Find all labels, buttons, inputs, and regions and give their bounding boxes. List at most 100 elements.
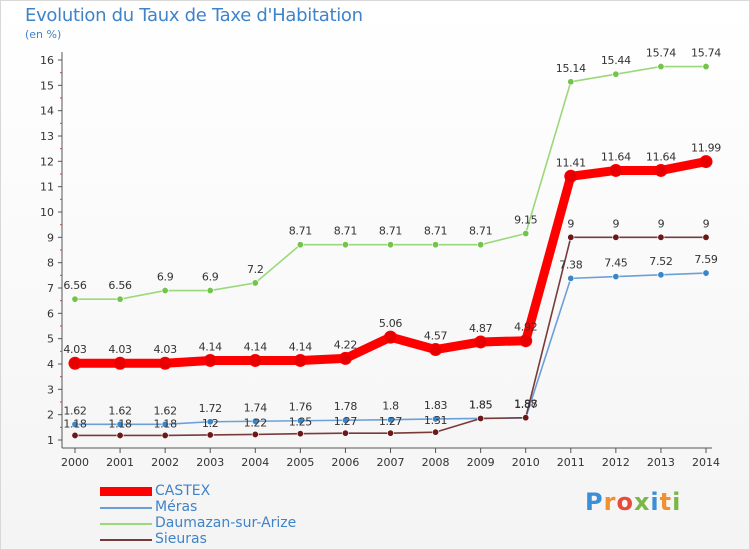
y-tick-label: 3 xyxy=(47,383,54,396)
data-label: 1.85 xyxy=(469,398,493,411)
data-point xyxy=(612,70,620,78)
data-point xyxy=(251,279,259,287)
data-label: 1.88 xyxy=(514,398,538,411)
data-point xyxy=(477,241,485,249)
data-point xyxy=(71,295,79,303)
data-label: 1.27 xyxy=(334,415,358,428)
data-label: 1.2 xyxy=(202,417,219,430)
data-point xyxy=(657,63,665,71)
y-tick-label: 8 xyxy=(47,257,54,270)
y-tick-label: 7 xyxy=(47,282,54,295)
data-point xyxy=(116,295,124,303)
data-label: 1.22 xyxy=(244,416,267,429)
data-point xyxy=(657,271,665,279)
data-label: 6.56 xyxy=(108,279,132,292)
data-point xyxy=(699,155,713,169)
data-label: 1.76 xyxy=(289,401,313,414)
legend-swatch-daumazan xyxy=(100,523,152,525)
x-tick-label: 2014 xyxy=(692,456,720,469)
data-label: 8.71 xyxy=(469,225,492,238)
data-label: 9 xyxy=(613,217,620,230)
data-label: 4.14 xyxy=(199,340,223,353)
data-label: 4.03 xyxy=(153,343,177,356)
data-label: 8.71 xyxy=(289,225,312,238)
data-point xyxy=(702,233,710,241)
data-point xyxy=(474,335,488,349)
x-tick-label: 2009 xyxy=(467,456,495,469)
data-point xyxy=(296,241,304,249)
data-point xyxy=(296,417,304,425)
data-point xyxy=(609,163,623,177)
data-label: 1.27 xyxy=(379,415,403,428)
data-point xyxy=(251,430,259,438)
logo-letter: r xyxy=(603,488,617,516)
data-point xyxy=(206,431,214,439)
data-label: 8.71 xyxy=(379,225,402,238)
data-label: 1.18 xyxy=(153,417,177,430)
data-point xyxy=(386,241,394,249)
data-label: 7.38 xyxy=(559,258,583,271)
data-label: 1.83 xyxy=(424,399,448,412)
data-point xyxy=(384,330,397,344)
data-point xyxy=(71,431,79,439)
y-tick-label: 15 xyxy=(40,79,54,92)
data-label: 9 xyxy=(703,217,710,230)
data-label: 4.03 xyxy=(108,343,132,356)
x-tick-label: 2010 xyxy=(512,456,540,469)
data-label: 11.64 xyxy=(601,150,631,163)
data-label: 15.74 xyxy=(691,47,721,60)
data-label: 1.78 xyxy=(334,400,358,413)
data-point xyxy=(429,343,443,357)
data-label: 6.9 xyxy=(157,271,174,284)
data-point xyxy=(158,356,172,370)
data-point xyxy=(161,287,169,295)
data-label: 11.64 xyxy=(646,150,676,163)
x-tick-label: 2000 xyxy=(61,456,89,469)
proxiti-logo: Proxiti xyxy=(585,488,681,516)
y-tick-label: 12 xyxy=(40,155,54,168)
legend-label: Méras xyxy=(155,499,198,515)
data-point xyxy=(564,169,578,183)
y-tick-label: 11 xyxy=(40,181,54,194)
y-tick-label: 4 xyxy=(47,358,54,371)
data-label: 15.44 xyxy=(601,54,631,67)
data-label: 8.71 xyxy=(334,225,357,238)
x-tick-label: 2011 xyxy=(557,456,585,469)
y-tick-label: 10 xyxy=(40,206,54,219)
x-tick-label: 2003 xyxy=(196,456,224,469)
data-point xyxy=(71,420,79,428)
data-point xyxy=(612,273,620,281)
legend-swatch-castex xyxy=(100,487,152,496)
data-point xyxy=(341,416,349,424)
data-label: 7.59 xyxy=(694,253,718,266)
y-tick-label: 9 xyxy=(47,231,54,244)
data-point xyxy=(567,78,575,86)
y-tick-label: 13 xyxy=(40,130,54,143)
data-point xyxy=(477,414,485,422)
data-label: 15.14 xyxy=(556,62,586,75)
data-point xyxy=(293,353,307,367)
data-label: 11.99 xyxy=(691,142,721,155)
data-point xyxy=(161,420,169,428)
data-label: 7.2 xyxy=(247,263,264,276)
x-tick-label: 2002 xyxy=(151,456,179,469)
x-tick-label: 2006 xyxy=(331,456,359,469)
data-label: 1.62 xyxy=(153,404,176,417)
data-label: 1.18 xyxy=(108,417,132,430)
y-tick-label: 5 xyxy=(47,333,54,346)
logo-letter: i xyxy=(672,488,682,516)
data-point xyxy=(567,233,575,241)
data-point xyxy=(206,418,214,426)
logo-letter: x xyxy=(633,488,651,516)
legend-label: Daumazan-sur-Arize xyxy=(155,515,297,531)
data-point xyxy=(386,429,394,437)
logo-letter: i xyxy=(650,488,660,516)
data-point xyxy=(116,431,124,439)
data-point xyxy=(296,430,304,438)
data-label: 6.9 xyxy=(202,271,219,284)
x-tick-label: 2005 xyxy=(286,456,314,469)
y-tick-label: 14 xyxy=(40,105,54,118)
data-point xyxy=(206,287,214,295)
